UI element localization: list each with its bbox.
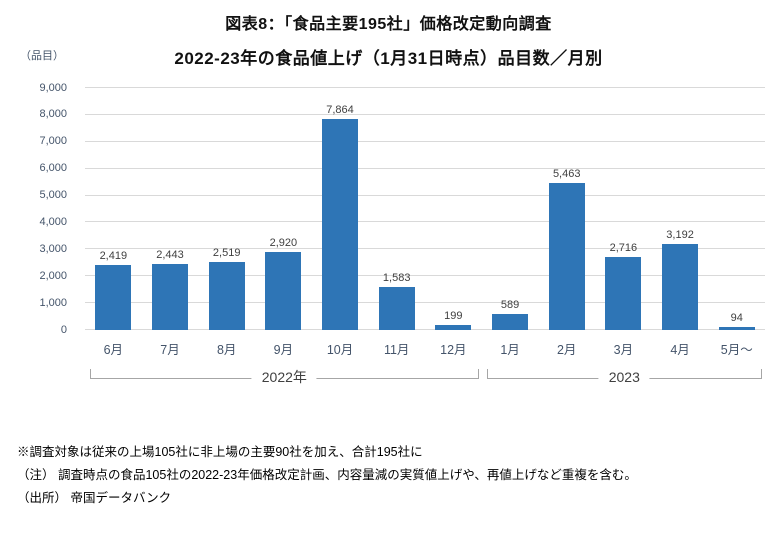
bar-value-label: 589 [500, 299, 520, 312]
bar-column-12月: 199 [425, 88, 482, 330]
footnotes: ※調査対象は従来の上場105社に非上場の主要90社を加え、合計195社に （注）… [17, 441, 772, 510]
gridline [85, 140, 765, 142]
x-axis-month-label: 5月～ [720, 343, 753, 357]
x-axis-month-label: 2月 [556, 343, 577, 357]
y-axis: 0 1,000 2,000 3,000 4,000 5,000 6,000 7,000 8,00… [0, 82, 76, 336]
footnote-source: （出所） 帝国データバンク [17, 491, 172, 505]
bar-12月 [435, 324, 472, 330]
bar-value-label: 2,519 [212, 247, 241, 260]
y-axis-tick-label: 0 [60, 323, 67, 336]
x-axis-month-label: 8月 [216, 343, 237, 357]
year-group-bracket: 2023 [486, 369, 762, 386]
bar-value-label: 2,920 [269, 236, 298, 249]
footnote-note: （注） 調査時点の食品105社の2022-23年価格改定計画、内容量減の実質値上… [17, 468, 637, 482]
x-axis-month-label: 9月 [273, 343, 294, 357]
bar-column-3月: 2,716 [595, 88, 652, 330]
x-axis: 6月 7月 8月 9月 10月 11月 12月 1月 2月 3月 4月 5月～ [85, 339, 765, 358]
y-axis-unit-label: （品目） [20, 50, 64, 62]
bar-series: 2,419 2,443 2,519 2,920 7,864 1,583 199 589 5,46… [85, 88, 765, 330]
bar-2月 [548, 183, 585, 330]
y-axis-tick-label: 7,000 [39, 135, 67, 148]
bar-8月 [208, 262, 245, 330]
bar-4月 [662, 244, 699, 330]
gridline [85, 113, 765, 115]
bar-3月 [605, 256, 642, 330]
x-axis-month-label: 4月 [670, 343, 690, 357]
bar-9月 [265, 251, 302, 330]
bar-column-10月: 7,864 [312, 88, 369, 330]
bar-column-5月～: 94 [708, 88, 765, 330]
gridline [85, 194, 765, 196]
gridline [85, 87, 765, 88]
y-axis-tick-label: 8,000 [39, 108, 67, 121]
bar-value-label: 7,864 [326, 103, 354, 116]
bar-column-9月: 2,920 [255, 88, 312, 330]
x-axis-month-label: 7月 [160, 343, 180, 357]
x-axis-month-label: 10月 [326, 343, 354, 357]
gridline [85, 221, 765, 223]
year-group-label: 2023 [598, 369, 650, 386]
gridline [85, 329, 765, 330]
plot-area [85, 87, 765, 330]
y-axis-tick-label: 1,000 [39, 296, 67, 309]
x-axis-month-label: 1月 [500, 343, 520, 357]
year-group-label: 2022年 [251, 367, 317, 387]
bar-value-label: 94 [730, 312, 743, 325]
gridline [85, 302, 765, 304]
y-axis-tick-label: 5,000 [39, 189, 67, 202]
y-axis-tick-label: 6,000 [39, 162, 67, 175]
bar-value-label: 2,443 [156, 249, 184, 262]
x-axis-month-label: 12月 [440, 343, 467, 357]
chart-title-line-1: 図表8：「食品主要195社」価格改定動向調査 [225, 16, 552, 33]
y-axis-tick-label: 3,000 [39, 242, 67, 255]
chart-title-line-2: 2022-23年の食品値上げ（1月31日時点）品目数／月別 [174, 49, 603, 68]
bar-column-6月: 2,419 [85, 88, 142, 330]
bar-column-2月: 5,463 [538, 88, 595, 330]
bar-6月 [95, 264, 132, 330]
y-axis-tick-label: 4,000 [39, 215, 67, 228]
bar-column-1月: 589 [482, 88, 539, 330]
x-axis-month-label: 11月 [383, 343, 410, 357]
bar-value-label: 199 [444, 309, 463, 322]
x-axis-month-label: 6月 [103, 343, 124, 357]
bar-value-label: 2,419 [99, 249, 128, 262]
bar-10月 [322, 118, 359, 330]
bar-value-label: 2,716 [609, 241, 638, 254]
bar-11月 [378, 287, 415, 330]
bar-1月 [492, 314, 529, 330]
bar-value-label: 5,463 [552, 168, 581, 181]
bar-column-11月: 1,583 [368, 88, 425, 330]
y-axis-tick-label: 9,000 [39, 81, 67, 94]
bar-value-label: 3,192 [666, 229, 694, 242]
gridline [85, 248, 765, 250]
bar-column-4月: 3,192 [652, 88, 709, 330]
gridline [85, 275, 765, 277]
x-axis-month-label: 3月 [613, 343, 634, 357]
y-axis-tick-label: 2,000 [39, 269, 67, 282]
bar-5月～ [718, 327, 755, 330]
bar-column-8月: 2,519 [198, 88, 255, 330]
year-group-bracket: 2022年 [90, 367, 479, 387]
bar-7月 [152, 264, 188, 330]
footnote-survey-scope: ※調査対象は従来の上場105社に非上場の主要90社を加え、合計195社に [17, 445, 423, 459]
gridline [85, 167, 765, 169]
bar-value-label: 1,583 [382, 272, 411, 285]
bar-column-7月: 2,443 [142, 88, 199, 330]
